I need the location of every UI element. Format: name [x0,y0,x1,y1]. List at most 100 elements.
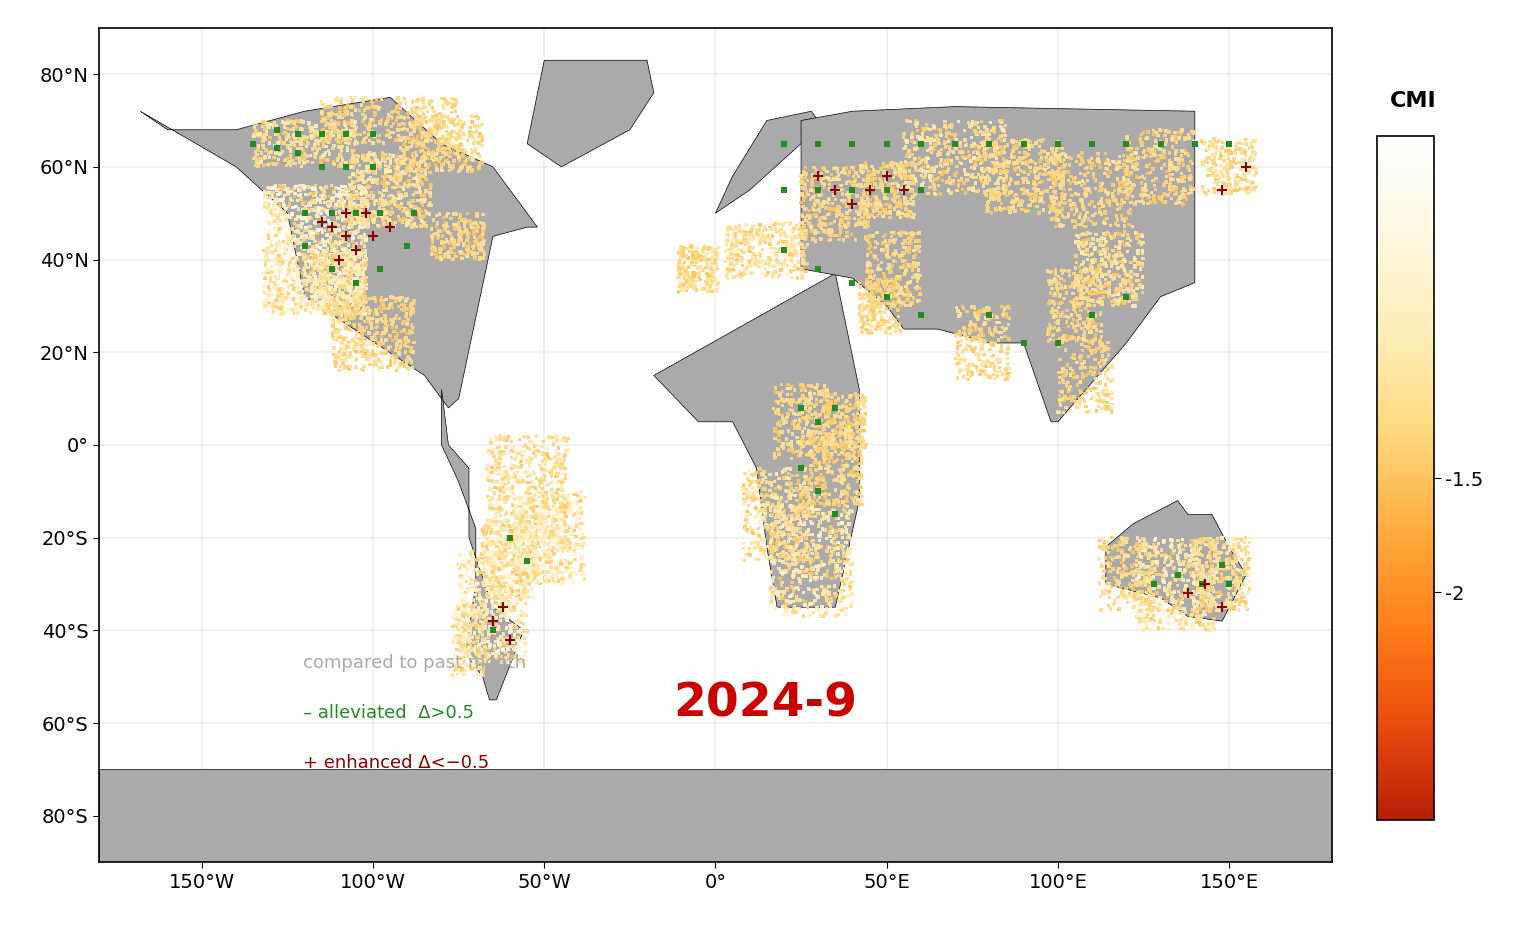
Point [1158,161,1183,176]
Point [734,482,758,497]
Point [1187,567,1212,582]
Point [882,247,906,261]
Point [790,500,815,514]
Point [745,484,769,499]
Point [528,530,552,545]
Point [923,128,948,143]
Point [1141,190,1166,205]
Point [565,512,589,527]
Point [494,621,519,636]
Point [467,240,491,255]
Point [504,466,528,481]
Point [850,324,874,339]
Point [291,130,316,145]
Point [1103,239,1128,254]
Point [1186,598,1210,613]
Point [894,244,919,259]
Point [835,510,859,525]
Point [823,413,847,427]
Point [311,268,336,283]
Point [716,228,740,243]
Point [989,339,1013,354]
Point [569,489,594,504]
Point [1173,190,1198,205]
Point [813,201,838,216]
Point [821,387,845,402]
Point [1079,360,1103,375]
Point [790,528,815,543]
Point [537,555,562,570]
Point [754,488,778,502]
Point [830,399,855,413]
Point [516,545,540,560]
Point [279,210,304,224]
Point [1067,175,1091,190]
Point [1236,560,1260,575]
Point [322,115,346,130]
Point [761,267,786,282]
Point [267,264,291,279]
Point [1163,125,1187,140]
Point [468,229,493,244]
Point [777,499,801,514]
Point [330,246,354,260]
Point [1080,194,1105,209]
Point [903,234,928,248]
Point [331,159,356,173]
Point [319,260,343,274]
Point [522,565,546,580]
Point [862,303,887,318]
Point [513,578,537,592]
Point [514,509,539,524]
Point [304,277,328,292]
Point [363,118,388,133]
Point [1132,595,1157,610]
Point [751,498,775,513]
Point [1001,144,1025,159]
Point [1218,171,1242,185]
Point [270,180,295,195]
Point [259,206,284,221]
Point [1083,216,1108,231]
Point [1001,133,1025,148]
Point [1073,176,1097,191]
Point [859,306,884,321]
Point [342,198,366,213]
Point [291,136,316,151]
Point [829,214,853,229]
Point [1087,341,1111,356]
Point [281,156,305,171]
Point [946,177,971,192]
Point [1022,177,1047,192]
Point [1093,279,1117,294]
Point [354,349,378,363]
Point [389,302,414,317]
Point [1140,578,1164,592]
Point [299,279,324,294]
Point [881,283,905,298]
Point [957,167,981,182]
Point [407,102,432,117]
Point [832,577,856,591]
Point [1068,392,1093,407]
Point [504,576,528,590]
Point [1119,175,1143,190]
Point [1222,600,1247,615]
Point [472,609,496,624]
Point [772,256,797,271]
Point [320,308,345,323]
Point [861,313,885,328]
Point [887,294,911,309]
Point [320,273,345,288]
Point [974,315,998,330]
Point [774,414,798,429]
Point [313,269,337,284]
Point [490,480,514,495]
Point [510,520,534,535]
Point [343,283,368,298]
Point [255,246,279,260]
Point [1164,144,1189,159]
Point [336,246,360,260]
Point [481,567,505,582]
Point [832,442,856,457]
